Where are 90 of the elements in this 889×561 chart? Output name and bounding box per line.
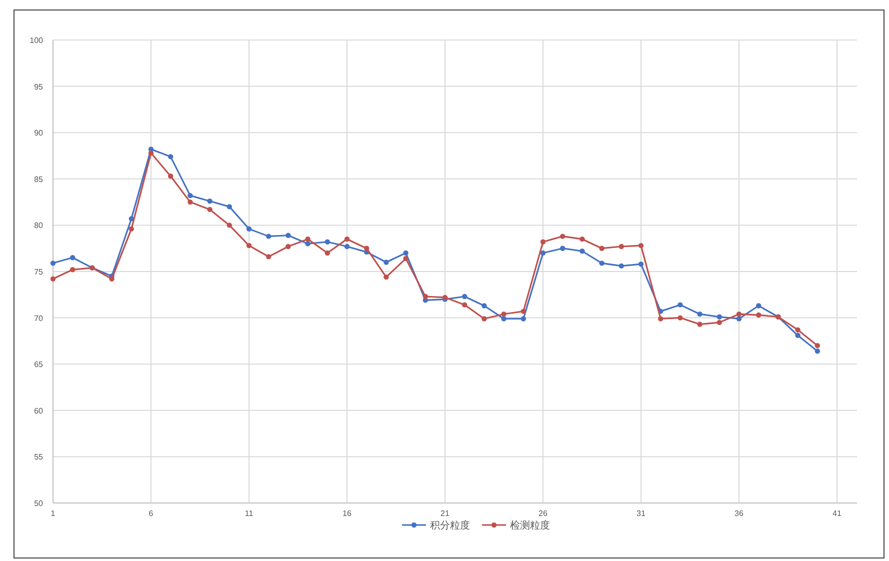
point — [618, 244, 624, 250]
x-tick-label: 26 — [538, 509, 548, 518]
point — [403, 250, 408, 256]
point — [266, 254, 272, 260]
x-tick-label: 41 — [832, 509, 842, 518]
y-tick-label: 65 — [34, 360, 44, 370]
point — [638, 242, 644, 248]
point — [482, 303, 487, 308]
point — [384, 260, 389, 265]
point — [678, 302, 683, 308]
point — [658, 316, 664, 322]
point — [716, 314, 722, 320]
point — [188, 192, 193, 198]
point — [168, 174, 174, 179]
point — [795, 327, 800, 332]
point — [540, 250, 546, 256]
x-tick-label: 1 — [50, 509, 56, 518]
point — [422, 294, 428, 300]
point — [207, 198, 212, 204]
point — [599, 246, 604, 251]
point — [266, 234, 272, 239]
point — [462, 294, 468, 300]
point — [207, 206, 212, 212]
y-tick-label: 100 — [30, 36, 44, 45]
legend-label: 检测粒度 — [510, 520, 550, 532]
point — [716, 320, 722, 326]
point — [678, 315, 683, 320]
point — [814, 342, 820, 348]
point — [795, 332, 800, 338]
point — [462, 302, 468, 308]
y-tick-label: 70 — [34, 314, 44, 323]
point — [540, 239, 546, 244]
point — [520, 308, 526, 314]
point — [580, 248, 585, 254]
point — [70, 255, 76, 260]
point — [501, 316, 506, 322]
point — [188, 199, 193, 205]
point — [697, 322, 702, 327]
y-tick-label: 75 — [34, 268, 44, 276]
point — [501, 311, 506, 317]
point — [246, 226, 252, 232]
point — [384, 274, 389, 280]
point — [70, 267, 76, 272]
y-tick-label: 60 — [34, 406, 44, 416]
point — [286, 232, 291, 238]
point — [756, 312, 762, 318]
point — [520, 316, 526, 322]
point — [148, 150, 154, 156]
point — [305, 236, 310, 242]
point — [403, 256, 408, 262]
point — [697, 311, 702, 317]
x-tick-label: 6 — [148, 509, 154, 518]
point — [344, 244, 350, 250]
point — [560, 234, 566, 239]
x-tick-label: 11 — [244, 509, 254, 518]
y-tick-label: 95 — [34, 82, 44, 92]
x-tick-label: 36 — [734, 509, 744, 518]
point — [226, 204, 232, 210]
point — [736, 311, 742, 317]
point — [364, 246, 370, 251]
point — [305, 241, 310, 246]
point — [618, 263, 624, 269]
point — [482, 316, 487, 322]
point — [128, 226, 134, 232]
point — [50, 260, 56, 266]
point — [324, 250, 330, 256]
point — [226, 222, 232, 228]
point — [560, 246, 566, 251]
legend-label: 积分粒度 — [430, 520, 470, 532]
point — [344, 236, 350, 242]
point — [638, 261, 644, 267]
y-tick-label: 90 — [34, 128, 44, 138]
point — [50, 276, 56, 282]
y-tick-label: 50 — [34, 499, 44, 508]
point — [599, 260, 604, 266]
point — [246, 242, 252, 248]
point — [324, 239, 330, 244]
point — [756, 303, 762, 308]
x-tick-label: 21 — [440, 509, 450, 518]
point — [736, 316, 742, 322]
point — [286, 244, 291, 250]
point — [109, 276, 114, 282]
point — [814, 348, 820, 354]
y-tick-label: 55 — [34, 452, 44, 462]
y-tick-label: 80 — [34, 221, 44, 230]
point — [580, 236, 585, 242]
point — [168, 154, 174, 160]
x-tick-label: 16 — [342, 509, 352, 518]
y-tick-label: 85 — [34, 174, 44, 184]
x-tick-label: 31 — [636, 509, 646, 518]
